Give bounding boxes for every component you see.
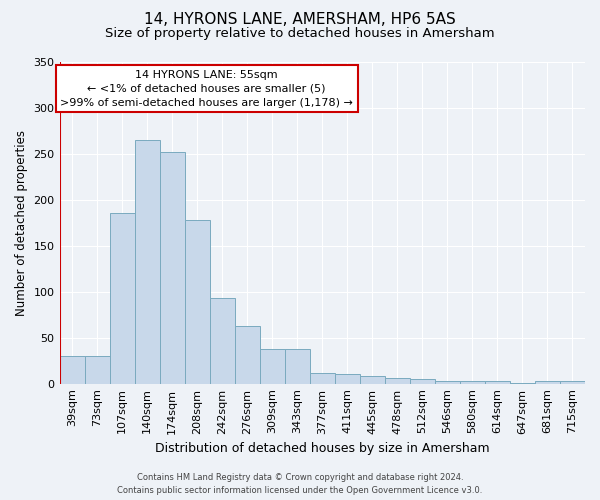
- Bar: [460, 381, 485, 384]
- Bar: [110, 214, 134, 384]
- Bar: [285, 348, 310, 384]
- Text: 14, HYRONS LANE, AMERSHAM, HP6 5AS: 14, HYRONS LANE, AMERSHAM, HP6 5AS: [144, 12, 456, 28]
- Bar: [235, 326, 260, 384]
- Text: 14 HYRONS LANE: 55sqm
← <1% of detached houses are smaller (5)
>99% of semi-deta: 14 HYRONS LANE: 55sqm ← <1% of detached …: [60, 70, 353, 108]
- Bar: [185, 220, 209, 384]
- Bar: [485, 381, 510, 384]
- Bar: [260, 348, 285, 384]
- Bar: [85, 356, 110, 384]
- Bar: [410, 379, 435, 384]
- Bar: [560, 381, 585, 384]
- Bar: [360, 376, 385, 384]
- Bar: [209, 298, 235, 384]
- Bar: [535, 381, 560, 384]
- Bar: [385, 378, 410, 384]
- Text: Contains HM Land Registry data © Crown copyright and database right 2024.
Contai: Contains HM Land Registry data © Crown c…: [118, 474, 482, 495]
- Bar: [134, 140, 160, 384]
- Bar: [510, 383, 535, 384]
- Bar: [160, 152, 185, 384]
- Y-axis label: Number of detached properties: Number of detached properties: [15, 130, 28, 316]
- X-axis label: Distribution of detached houses by size in Amersham: Distribution of detached houses by size …: [155, 442, 490, 455]
- Bar: [435, 381, 460, 384]
- Bar: [59, 356, 85, 384]
- Bar: [335, 374, 360, 384]
- Text: Size of property relative to detached houses in Amersham: Size of property relative to detached ho…: [105, 28, 495, 40]
- Bar: [310, 372, 335, 384]
